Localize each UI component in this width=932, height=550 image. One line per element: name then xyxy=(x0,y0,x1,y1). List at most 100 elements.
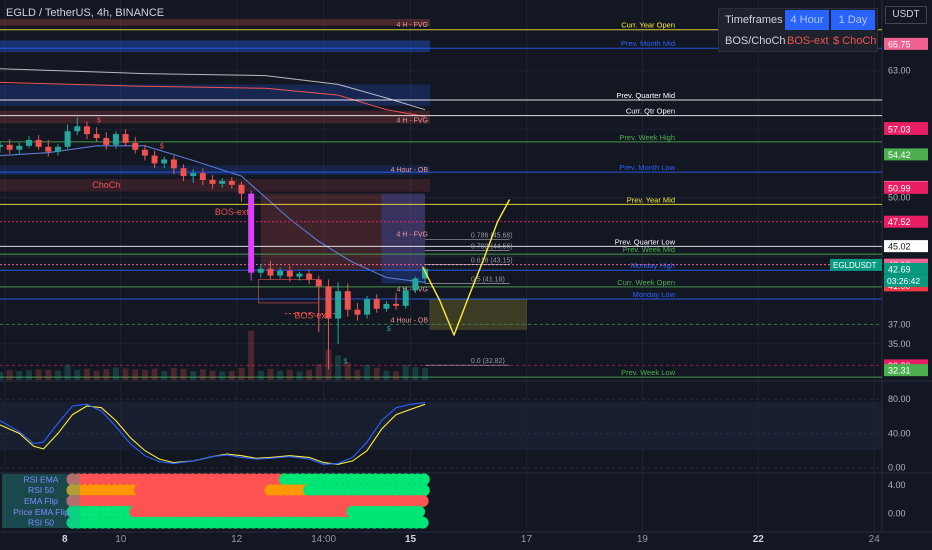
volume-bar xyxy=(286,369,293,380)
fvg-zone xyxy=(0,178,430,192)
volume-bar xyxy=(209,370,216,380)
price-tag xyxy=(884,262,928,275)
price-tag-label: 65.75 xyxy=(888,39,911,49)
volume-bar xyxy=(306,369,313,380)
volume-bar xyxy=(402,364,409,380)
volume-bar xyxy=(190,371,197,380)
candle-body xyxy=(83,126,90,135)
candle-body xyxy=(93,134,100,139)
heat-row-label: EMA Flip xyxy=(24,496,58,506)
candle-body xyxy=(6,144,13,150)
ob-zone xyxy=(0,40,430,53)
symbol-tag xyxy=(830,258,882,271)
heat-row-label: RSI EMA xyxy=(24,474,59,484)
fib-label: 0.0 (32.82) xyxy=(471,358,505,365)
timeframes-label: Timeframes xyxy=(725,14,783,26)
price-tag-label: 42.69 xyxy=(888,264,911,274)
level-label: Prev. Quarter Low xyxy=(615,237,676,246)
volume-bar xyxy=(248,330,255,380)
currency-button[interactable]: USDT xyxy=(885,6,927,24)
heat-dot xyxy=(417,484,430,497)
zone-label: 4 Hour - OB xyxy=(391,318,429,325)
price-tick-label: 63.00 xyxy=(888,66,911,76)
candle-body xyxy=(64,131,71,147)
level-label: Monday Low xyxy=(632,290,675,299)
symbol-tag-label: EGLDUSDT xyxy=(833,261,877,270)
candle-body xyxy=(35,139,42,147)
candle-body xyxy=(45,146,52,152)
price-tag xyxy=(884,122,928,135)
volume-bar xyxy=(277,370,284,380)
candle-body xyxy=(286,270,293,277)
candle-body xyxy=(54,146,61,152)
candle-body xyxy=(0,144,3,147)
candle-body xyxy=(335,291,342,319)
time-tick-label: 14:00 xyxy=(311,534,336,545)
volume-bar xyxy=(393,371,400,380)
volume-bar xyxy=(412,367,419,380)
price-tag xyxy=(884,240,928,253)
volume-bar xyxy=(335,355,342,380)
osc-tick-label: 80.00 xyxy=(888,394,911,404)
volume-bar xyxy=(45,369,52,380)
candle-body xyxy=(103,138,110,145)
zone-label: 4 H - FVG xyxy=(396,232,428,239)
level-label: Prev. Week Low xyxy=(621,368,675,377)
level-label: Prev. Quarter Mid xyxy=(616,91,675,100)
volume-bar xyxy=(267,368,274,380)
ob-zone xyxy=(0,165,430,176)
fib-label: 0.5 (41.18) xyxy=(471,277,505,284)
candle-body xyxy=(296,273,303,277)
candle-body xyxy=(190,173,197,177)
candle-body xyxy=(199,173,206,180)
time-tick-label: 8 xyxy=(62,534,68,545)
volume-bar xyxy=(93,370,100,380)
price-tag xyxy=(884,215,928,228)
level-label: Prev. Year Mid xyxy=(627,195,675,204)
ob-zone xyxy=(381,193,426,284)
volume-bar xyxy=(228,370,235,380)
structure-label: $ xyxy=(343,358,347,365)
volume-bar xyxy=(364,364,371,380)
countdown-label: 03:26:42 xyxy=(887,276,920,286)
tf-1day-cell[interactable]: 1 Day xyxy=(831,10,875,30)
volume-bar xyxy=(422,368,429,380)
symbol-title: EGLD / TetherUS, 4h, BINANCE xyxy=(6,7,165,19)
candle-body xyxy=(267,268,274,276)
structure-label: $ xyxy=(387,326,391,333)
volume-bar xyxy=(25,370,32,380)
level-label: Curr. Qtr Open xyxy=(626,107,675,116)
candle-body xyxy=(412,278,419,291)
oscillator-pane: 80.00 40.00 0.00 xyxy=(0,394,911,473)
level-label: Curr. Week Open xyxy=(617,278,675,287)
osc-line xyxy=(0,402,426,465)
volume-bar xyxy=(344,362,351,380)
candle-body xyxy=(151,155,158,164)
heat-dot xyxy=(417,473,430,486)
candle-body xyxy=(364,299,371,315)
candle-body xyxy=(228,180,235,185)
candles xyxy=(0,117,429,370)
price-tag xyxy=(884,364,928,377)
candle-body xyxy=(393,303,400,306)
heat-tick-label: 4.00 xyxy=(888,480,906,490)
heat-dot xyxy=(416,516,429,529)
volume-bar xyxy=(296,371,303,380)
heat-tick-label: 0.00 xyxy=(888,509,906,519)
time-axis: 8 10 12 14:00 15 17 19 22 24 xyxy=(62,534,880,545)
tf-4hour-cell[interactable]: 4 Hour xyxy=(785,10,829,30)
price-tick-label: 37.00 xyxy=(888,319,911,329)
candle-body xyxy=(112,134,119,145)
level-label: Prev. Month Mid xyxy=(621,39,675,48)
volume-bar xyxy=(238,368,245,380)
zone-label: 4 H - FVG xyxy=(396,286,428,293)
osc-tick-label: 0.00 xyxy=(888,463,906,473)
volume-bar xyxy=(54,370,61,380)
candle-body xyxy=(383,303,390,309)
candle-body xyxy=(344,291,351,310)
level-label: Prev. Week Mid xyxy=(623,245,675,254)
price-tag-label: 32.31 xyxy=(888,366,911,376)
ema-line xyxy=(0,81,426,117)
